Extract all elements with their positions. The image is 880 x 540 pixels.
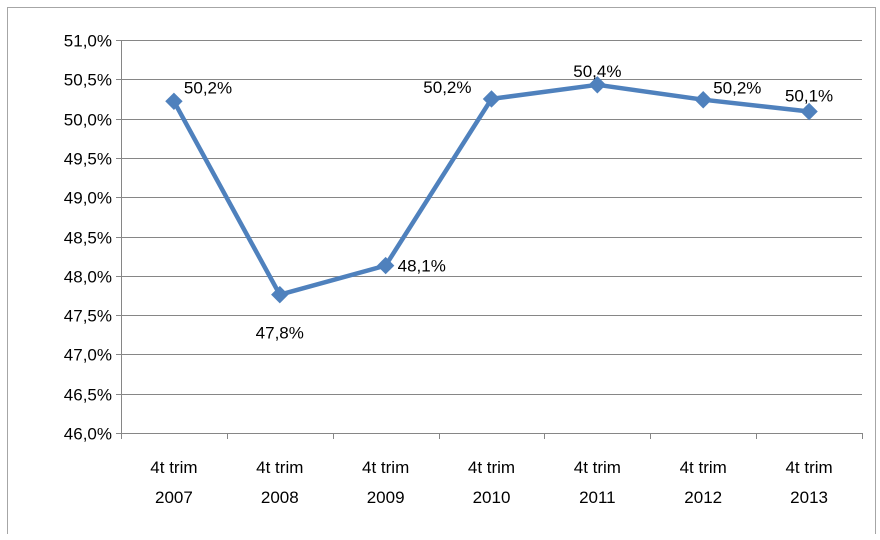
- x-tick-label-line: 2010: [473, 488, 511, 507]
- y-tick-label: 47,0%: [64, 346, 112, 365]
- gridlines: [121, 40, 862, 395]
- data-point-marker: [271, 285, 289, 304]
- x-tick-label: 4t trim 2012: [680, 458, 727, 507]
- data-label: 50,2%: [184, 78, 232, 97]
- y-tick-label: 50,0%: [64, 111, 112, 130]
- x-tick-label: 4t trim 2011: [574, 458, 621, 507]
- data-label: 50,4%: [573, 62, 621, 81]
- data-point-marker: [694, 91, 712, 109]
- x-tick-label-line: 4t trim: [574, 458, 621, 477]
- x-tick-label-line: 4t trim: [362, 458, 409, 477]
- series-line: [171, 82, 812, 297]
- x-tick-label: 4t trim 2013: [785, 458, 832, 507]
- series-line-path: [171, 82, 812, 297]
- x-tick-label-line: 2011: [579, 488, 616, 507]
- y-tick-label: 48,0%: [64, 268, 112, 287]
- data-label: 48,1%: [398, 257, 446, 276]
- y-tick-label: 46,0%: [64, 425, 112, 444]
- chart-frame: 46,0% 46,5% 47,0% 47,5% 48,0% 48,5% 49,0% 49,5%…: [7, 7, 876, 534]
- x-tick-label-line: 4t trim: [468, 458, 515, 477]
- data-label: 47,8%: [256, 324, 304, 343]
- data-point-marker: [588, 76, 607, 94]
- data-label: 50,2%: [423, 78, 471, 97]
- x-tick-label-line: 2007: [155, 488, 193, 507]
- data-label: 50,1%: [785, 87, 833, 106]
- axes: [116, 40, 863, 439]
- y-tick-label: 49,5%: [64, 150, 112, 169]
- series-markers: [165, 76, 818, 304]
- x-tick-label-line: 4t trim: [256, 458, 303, 477]
- x-tick-label-line: 4t trim: [150, 458, 197, 477]
- y-tick-label: 48,5%: [64, 229, 112, 248]
- y-tick-label: 50,5%: [64, 71, 112, 90]
- x-tick-label-line: 2012: [684, 488, 722, 507]
- x-tick-label-line: 2009: [367, 488, 405, 507]
- x-tick-label-line: 2008: [261, 488, 299, 507]
- x-tick-label-line: 4t trim: [785, 458, 832, 477]
- y-tick-label: 49,0%: [64, 189, 112, 208]
- x-tick-label: 4t trim 2008: [256, 458, 303, 507]
- x-tick-label: 4t trim 2007: [150, 458, 197, 507]
- y-tick-label: 46,5%: [64, 386, 112, 405]
- data-point-marker: [800, 102, 818, 121]
- line-chart: 46,0% 46,5% 47,0% 47,5% 48,0% 48,5% 49,0% 49,5%…: [64, 32, 863, 507]
- x-tick-label: 4t trim 2010: [468, 458, 515, 507]
- x-tick-label: 4t trim 2009: [362, 458, 409, 507]
- y-tick-labels: 46,0% 46,5% 47,0% 47,5% 48,0% 48,5% 49,0% 49,5%…: [64, 32, 112, 444]
- y-tick-label: 47,5%: [64, 307, 112, 326]
- x-tick-label-line: 4t trim: [680, 458, 727, 477]
- data-point-marker: [482, 90, 501, 108]
- y-tick-label: 51,0%: [64, 32, 112, 51]
- data-labels: 50,2% 47,8% 48,1% 50,2% 50,4% 50,2% 50,1%: [184, 62, 833, 343]
- x-tick-label-line: 2013: [790, 488, 828, 507]
- data-point-marker: [165, 92, 183, 111]
- data-label: 50,2%: [713, 79, 761, 98]
- data-point-marker: [376, 256, 395, 275]
